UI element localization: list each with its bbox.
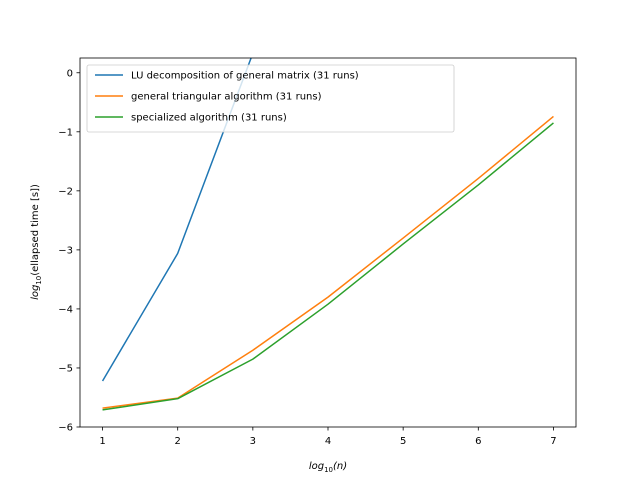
y-tick-label: −4 bbox=[58, 304, 73, 315]
y-tick-label: −5 bbox=[58, 363, 73, 374]
y-axis-label: log10(ellapsed time [s]) bbox=[30, 184, 43, 300]
y-tick-label: −1 bbox=[58, 127, 73, 138]
series-line-3 bbox=[102, 122, 554, 411]
y-axis: 0 −1 −2 −3 −4 −5 −6 bbox=[58, 68, 80, 434]
legend-label: LU decomposition of general matrix (31 r… bbox=[131, 71, 359, 82]
legend: LU decomposition of general matrix (31 r… bbox=[86, 64, 455, 133]
y-tick-label: 0 bbox=[67, 68, 73, 79]
x-tick-label: 5 bbox=[400, 436, 406, 447]
legend-label: specialized algorithm (31 runs) bbox=[131, 113, 287, 124]
x-tick-label: 2 bbox=[175, 436, 181, 447]
legend-label: general triangular algorithm (31 runs) bbox=[131, 92, 322, 103]
x-axis-label: log10(n) bbox=[309, 461, 347, 474]
x-tick-label: 3 bbox=[250, 436, 256, 447]
x-tick-label: 4 bbox=[325, 436, 331, 447]
legend-box bbox=[86, 64, 455, 133]
y-tick-label: −2 bbox=[58, 186, 73, 197]
x-tick-label: 7 bbox=[550, 436, 556, 447]
x-tick-label: 6 bbox=[475, 436, 481, 447]
y-tick-label: −6 bbox=[58, 423, 73, 434]
x-tick-label: 1 bbox=[99, 436, 105, 447]
series-line-2 bbox=[102, 115, 554, 409]
x-axis: 1 2 3 4 5 6 7 bbox=[99, 427, 557, 447]
y-tick-label: −3 bbox=[58, 245, 73, 256]
